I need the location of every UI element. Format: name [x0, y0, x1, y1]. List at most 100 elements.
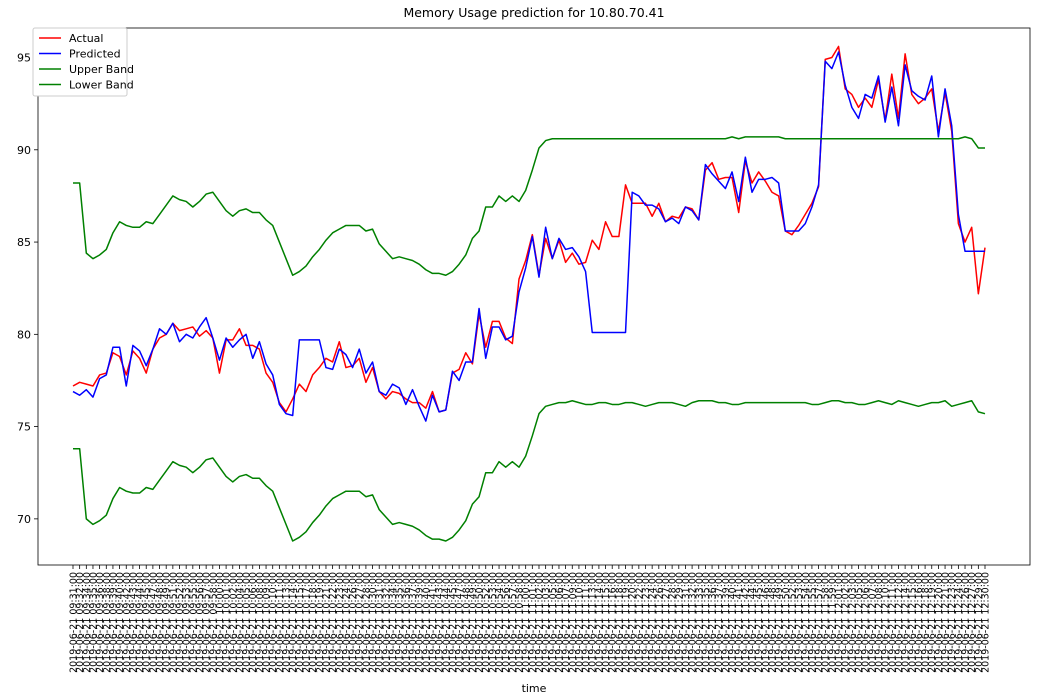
x-tick-label: 2019-06-21 11:33:00 [694, 572, 705, 673]
x-tick-label: 2019-06-21 11:54:00 [801, 572, 812, 673]
x-tick-label: 2019-06-21 12:08:00 [874, 572, 885, 673]
x-tick-label: 2019-06-21 11:23:00 [641, 572, 652, 673]
x-tick-label: 2019-06-21 09:57:00 [202, 572, 213, 673]
x-tick-label: 2019-06-21 10:50:00 [475, 572, 486, 673]
x-tick-label: 2019-06-21 11:28:00 [668, 572, 679, 673]
plot-frame [37, 27, 1031, 566]
x-tick-label: 2019-06-21 12:14:00 [901, 572, 912, 673]
y-tick-label: 90 [17, 144, 31, 157]
series-line [73, 400, 986, 542]
x-tick-label: 2019-06-21 09:39:00 [108, 572, 119, 673]
x-tick-label: 2019-06-21 09:35:00 [88, 572, 99, 673]
x-tick-label: 2019-06-21 10:06:00 [248, 572, 259, 673]
x-tick-label: 2019-06-21 09:55:00 [188, 572, 199, 673]
x-tick-label: 2019-06-21 11:26:00 [654, 572, 665, 673]
x-tick-label: 2019-06-21 10:04:00 [235, 572, 246, 673]
x-tick-label: 2019-06-21 10:37:00 [408, 572, 419, 673]
series-line [72, 45, 986, 413]
x-tick-label: 2019-06-21 12:02:00 [841, 572, 852, 673]
x-tick-label: 2019-06-21 11:37:00 [714, 572, 725, 673]
x-tick-label: 2019-06-21 10:24:00 [341, 572, 352, 673]
x-tick-label: 2019-06-21 12:19:00 [927, 572, 938, 673]
x-tick-label: 2019-06-21 11:58:00 [821, 572, 832, 673]
x-tick-label: 2019-06-21 12:12:00 [894, 572, 905, 673]
x-tick-label: 2019-06-21 10:14:00 [288, 572, 299, 673]
x-tick-label: 2019-06-21 10:17:00 [301, 572, 312, 673]
x-tick-label: 2019-06-21 11:14:00 [594, 572, 605, 673]
legend: Actual Predicted Upper Band Lower Band [32, 27, 134, 97]
x-tick-label: 2019-06-21 11:24:00 [648, 572, 659, 673]
x-tick-label: 2019-06-21 11:40:00 [728, 572, 739, 673]
x-tick-label: 2019-06-21 12:06:00 [861, 572, 872, 673]
x-tick-label: 2019-06-21 12:21:00 [941, 572, 952, 673]
x-tick-label: 2019-06-21 10:15:00 [295, 572, 306, 673]
x-tick-label: 2019-06-21 11:06:00 [554, 572, 565, 673]
x-tick-label: 2019-06-21 09:51:00 [168, 572, 179, 673]
x-tick-label: 2019-06-21 11:22:00 [634, 572, 645, 673]
x-tick-label: 2019-06-21 10:53:00 [488, 572, 499, 673]
x-tick-label: 2019-06-21 09:49:00 [162, 572, 173, 673]
x-tick-label: 2019-06-21 10:41:00 [428, 572, 439, 673]
x-tick-label: 2019-06-21 11:18:00 [614, 572, 625, 673]
x-tick-label: 2019-06-21 12:24:00 [954, 572, 965, 673]
x-tick-label: 2019-06-21 10:34:00 [388, 572, 399, 673]
x-tick-label: 2019-06-21 10:54:00 [495, 572, 506, 673]
y-tick-label: 95 [17, 52, 31, 65]
x-tick-label: 2019-06-21 11:20:00 [628, 572, 639, 673]
x-tick-label: 2019-06-21 10:26:00 [348, 572, 359, 673]
y-tick-label: 75 [17, 421, 31, 434]
series-line [72, 51, 985, 422]
x-tick-label: 2019-06-21 12:01:00 [834, 572, 845, 673]
x-tick-label: 2019-06-21 11:41:00 [734, 572, 745, 673]
x-tick-label: 2019-06-21 09:48:00 [155, 572, 166, 673]
x-tick-label: 2019-06-21 09:52:00 [175, 572, 186, 673]
x-tick-label: 2019-06-21 11:52:00 [787, 572, 798, 673]
x-tick-label: 2019-06-21 11:31:00 [681, 572, 692, 673]
x-tick-label: 2019-06-21 10:10:00 [268, 572, 279, 673]
x-tick-label: 2019-06-21 09:44:00 [135, 572, 146, 673]
x-tick-label: 2019-06-21 11:07:00 [561, 572, 572, 673]
x-tick-label: 2019-06-21 10:05:00 [242, 572, 253, 673]
x-tick-label: 2019-06-21 11:55:00 [807, 572, 818, 673]
x-tick-label: 2019-06-21 09:47:00 [148, 572, 159, 673]
legend-box [32, 27, 128, 97]
x-tick-label: 2019-06-21 11:57:00 [814, 572, 825, 673]
x-tick-label: 2019-06-21 12:23:00 [947, 572, 958, 673]
x-tick-label: 2019-06-21 10:28:00 [361, 572, 372, 673]
x-tick-label: 2019-06-21 10:08:00 [255, 572, 266, 673]
x-tick-label: 2019-06-21 11:03:00 [541, 572, 552, 673]
x-tick-label: 2019-06-21 11:00:00 [521, 572, 532, 673]
x-tick-label: 2019-06-21 11:35:00 [701, 572, 712, 673]
x-tick-label: 2019-06-21 10:56:00 [501, 572, 512, 673]
x-tick-label: 2019-06-21 10:13:00 [282, 572, 293, 673]
x-tick-label: 2019-06-21 11:27:00 [661, 572, 672, 673]
x-tick-label: 2019-06-21 12:15:00 [907, 572, 918, 673]
x-tick-label: 2019-06-21 10:22:00 [328, 572, 339, 673]
x-tick-label: 2019-06-21 09:32:00 [75, 572, 86, 673]
x-tick-label: 2019-06-21 10:02:00 [228, 572, 239, 673]
legend-label: Lower Band [69, 79, 134, 92]
x-tick-label: 2019-06-21 09:43:00 [128, 572, 139, 673]
x-tick-label: 2019-06-21 10:44:00 [441, 572, 452, 673]
x-tick-label: 2019-06-21 10:35:00 [395, 572, 406, 673]
x-tick-label: 2019-06-21 10:43:00 [435, 572, 446, 673]
x-tick-label: 2019-06-21 10:31:00 [375, 572, 386, 673]
x-tick-label: 2019-06-21 12:03:00 [847, 572, 858, 673]
x-tick-label: 2019-06-21 11:44:00 [748, 572, 759, 673]
x-tick-label: 2019-06-21 11:39:00 [721, 572, 732, 673]
x-tick-label: 2019-06-21 11:16:00 [608, 572, 619, 673]
x-tick-label: 2019-06-21 11:50:00 [781, 572, 792, 673]
x-tick-label: 2019-06-21 11:46:00 [761, 572, 772, 673]
x-tick-label: 2019-06-21 12:16:00 [914, 572, 925, 673]
chart-title: Memory Usage prediction for 10.80.70.41 [403, 5, 664, 20]
x-tick-label: 2019-06-21 09:38:00 [102, 572, 113, 673]
x-tick-label: 2019-06-21 09:45:00 [142, 572, 153, 673]
x-tick-label: 2019-06-21 11:19:00 [621, 572, 632, 673]
x-tick-label: 2019-06-21 10:18:00 [308, 572, 319, 673]
x-tick-label: 2019-06-21 11:01:00 [528, 572, 539, 673]
x-tick-label: 2019-06-21 11:32:00 [688, 572, 699, 673]
x-tick-label: 2019-06-21 09:40:00 [115, 572, 126, 673]
x-tick-label: 2019-06-21 12:20:00 [934, 572, 945, 673]
